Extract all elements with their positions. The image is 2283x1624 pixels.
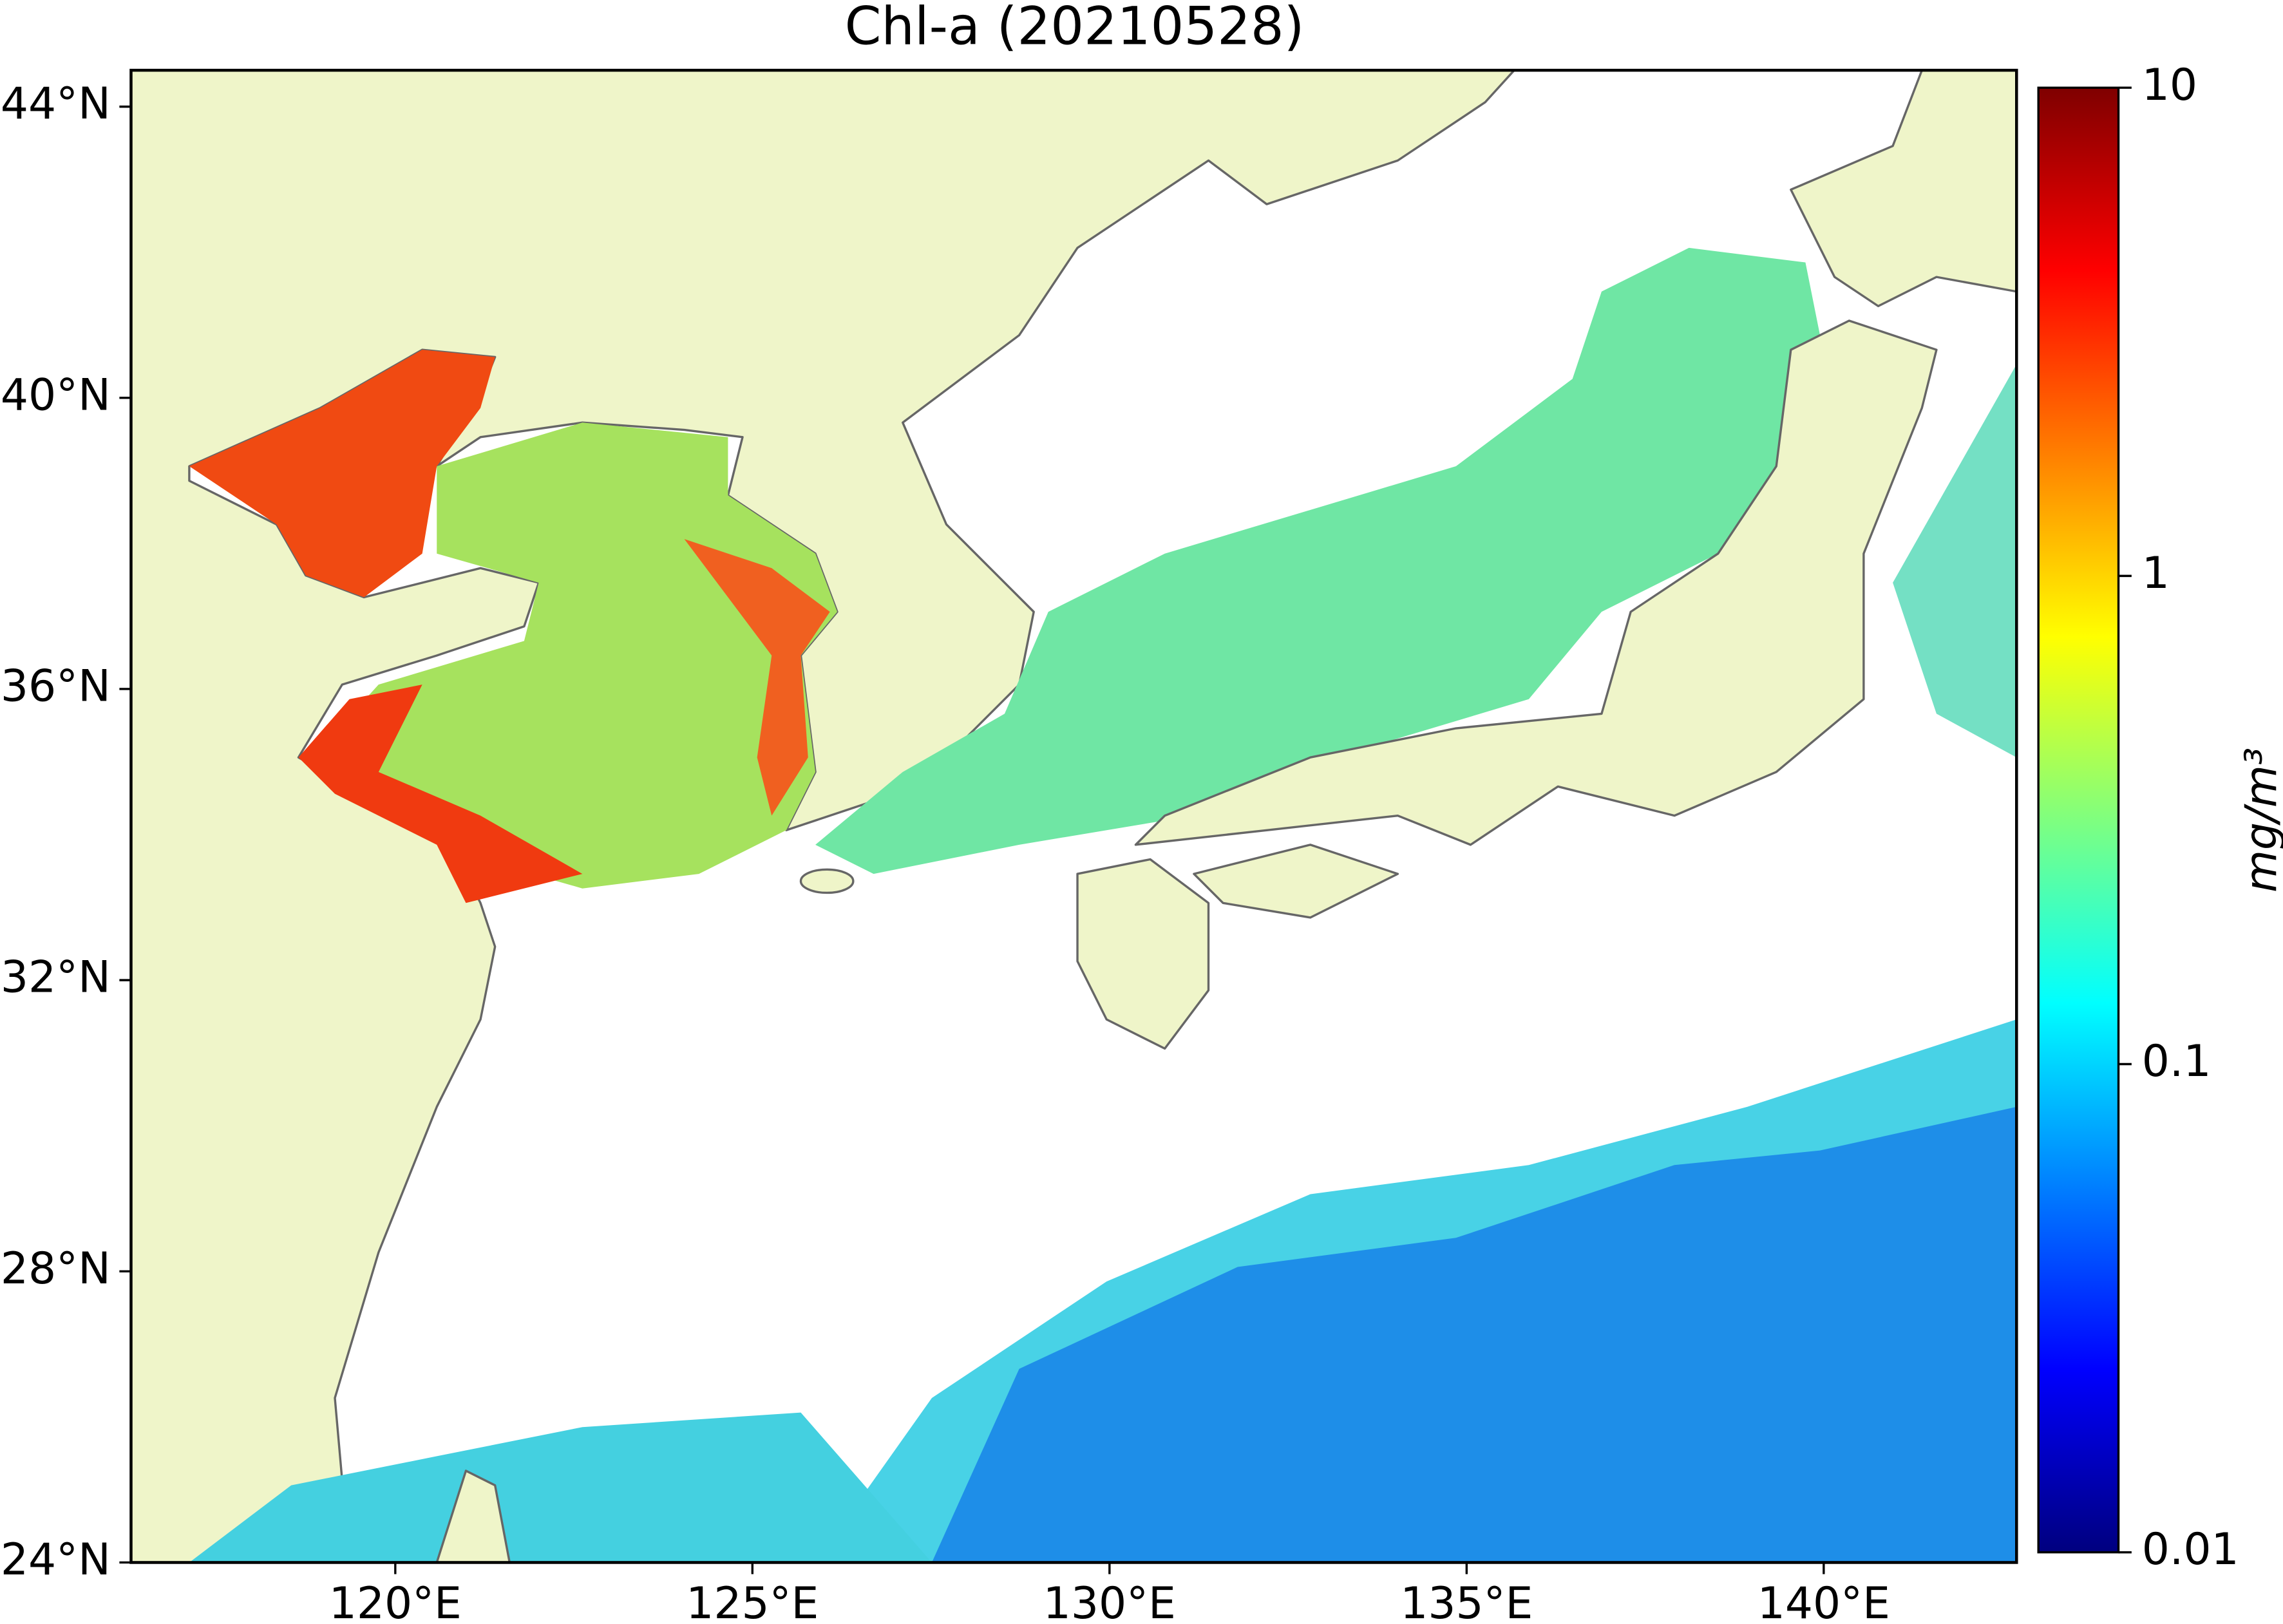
x-tick-label: 135°E — [1400, 1578, 1533, 1624]
chl-yellow-sea — [305, 422, 837, 889]
kyushu — [1076, 858, 1210, 1050]
x-tick-label: 120°E — [329, 1578, 462, 1624]
y-tick-label: 36°N — [1, 661, 111, 712]
chl-pacific-north — [1893, 364, 2017, 758]
colorbar-tick-label: 0.1 — [2142, 1035, 2212, 1086]
y-tick-label: 32°N — [1, 952, 111, 1003]
y-tick-label: 44°N — [1, 78, 111, 129]
map-frame — [129, 68, 2018, 1564]
x-tick-label: 130°E — [1043, 1578, 1176, 1624]
chart-title: Chl-a (20210528) — [845, 0, 1305, 57]
x-tick-label: 125°E — [686, 1578, 819, 1624]
map — [131, 70, 2017, 1563]
chl-coastal — [298, 685, 583, 903]
colorbar-tick-label: 10 — [2142, 59, 2197, 110]
colorbar-tick-label: 0.01 — [2142, 1524, 2239, 1574]
chl-bohai — [189, 350, 495, 598]
jeju — [799, 868, 855, 894]
y-tick-label: 24°N — [1, 1534, 111, 1585]
colorbar-tick-label: 1 — [2142, 547, 2170, 598]
hokkaido — [1790, 70, 2017, 308]
colorbar — [2037, 86, 2120, 1554]
shikoku — [1193, 844, 1399, 919]
chl-sea-of-japan — [815, 247, 1821, 874]
chl-east-china-sea — [189, 1412, 932, 1563]
chl-pacific-south — [931, 1106, 2017, 1563]
y-tick-label: 28°N — [1, 1243, 111, 1294]
x-tick-label: 140°E — [1757, 1578, 1890, 1624]
colorbar-label: mg/m³ — [2235, 748, 2283, 892]
y-tick-label: 40°N — [1, 369, 111, 420]
taiwan — [435, 1469, 511, 1563]
chl-coastal — [684, 539, 830, 816]
honshu — [1134, 319, 1938, 846]
